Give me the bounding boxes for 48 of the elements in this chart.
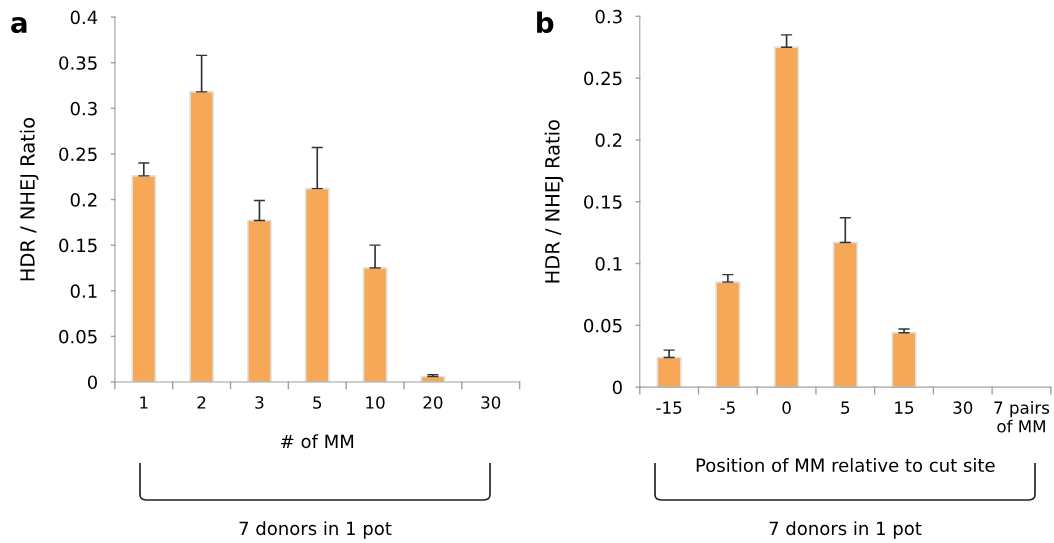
bar: [304, 187, 330, 382]
text: 7 donors in 1 pot: [769, 521, 922, 539]
x-tick-label: 15: [895, 401, 914, 414]
x-tick-label: 5: [841, 401, 850, 414]
text: a: [11, 17, 27, 34]
y-tick-label: 0.2: [595, 133, 622, 148]
bar: [774, 46, 800, 388]
y-tick-label: 0.15: [584, 195, 622, 209]
y-tick-label: 0.15: [59, 238, 97, 253]
bar: [131, 174, 157, 382]
y-tick-label: 0.1: [70, 284, 97, 298]
x-tick-label: 5: [313, 396, 322, 409]
y-tick-label: 0.05: [584, 318, 622, 333]
x-tick-label: 2: [197, 396, 206, 409]
bar: [656, 356, 682, 388]
x-tick-label: -5: [720, 401, 735, 414]
y-axis-title: HDR / NHEJ Ratio: [544, 120, 564, 283]
x-axis-title: Position of MM relative to cut site: [696, 458, 995, 473]
x-tick-label: 10: [366, 396, 385, 409]
bar: [362, 267, 388, 382]
x-axis-title: # of MM: [281, 434, 354, 449]
y-tick-label: 0: [87, 375, 98, 390]
y-tick-label: 0.25: [59, 147, 97, 162]
x-tick-label: 1: [140, 396, 148, 409]
x-tick-label: -15: [656, 401, 682, 414]
bar: [189, 91, 215, 382]
bar: [891, 331, 917, 388]
bar: [832, 241, 858, 388]
x-tick-label: 30: [481, 396, 501, 409]
bar: [247, 219, 272, 382]
y-tick-label: 0.1: [595, 257, 622, 271]
y-tick-label: 0.3: [595, 9, 622, 24]
y-tick-label: 0.2: [70, 193, 97, 207]
y-tick-label: 0.3: [70, 101, 97, 116]
y-tick-label: 0: [612, 380, 622, 395]
y-tick-label: 0.05: [59, 329, 97, 344]
x-tick-label: 30: [953, 401, 973, 414]
x-tick-label: 20: [423, 396, 443, 409]
text: 7 donors in 1 pot: [239, 521, 392, 539]
y-axis-title: HDR / NHEJ Ratio: [19, 117, 39, 281]
y-tick-label: 0.25: [584, 71, 622, 86]
text: b: [537, 11, 554, 34]
y-tick-label: 0.4: [70, 10, 98, 25]
x-tick-label: 0: [782, 401, 791, 414]
x-tick-label: 3: [255, 396, 264, 409]
y-tick-label: 0.35: [59, 56, 97, 70]
bar: [715, 281, 741, 388]
x-tick-label: 7 pairs of MM: [994, 401, 1050, 433]
